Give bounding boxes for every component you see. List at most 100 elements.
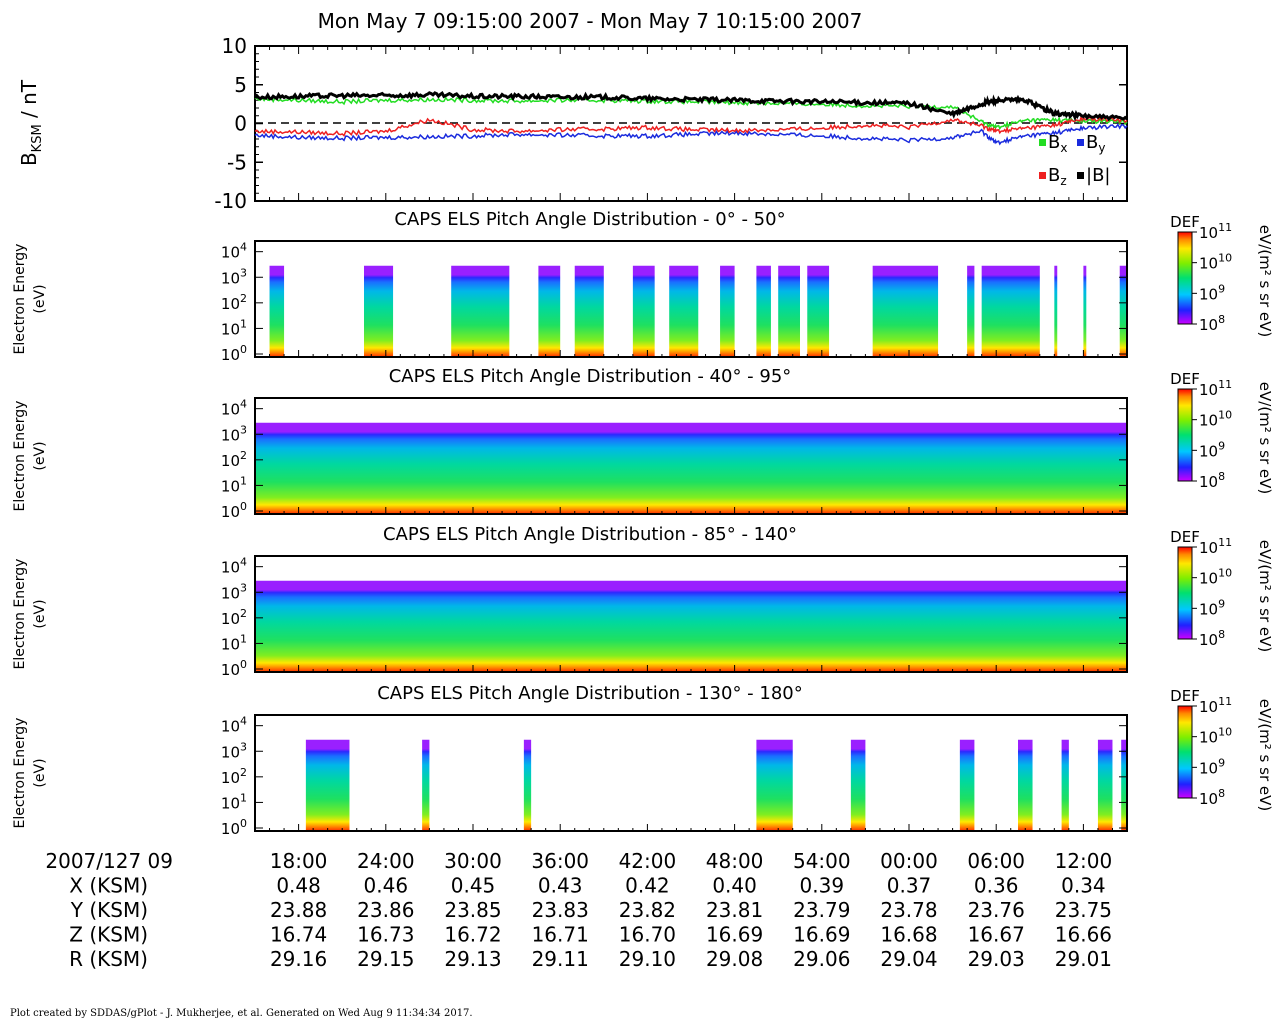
spectrogram-frame [254, 714, 1128, 832]
energy-tick-exp: 4 [240, 398, 247, 411]
mag-series-group [253, 91, 1128, 146]
ephemeris-cell: 23.81 [706, 898, 763, 922]
energy-tick-label: 101 [221, 791, 247, 812]
colorbar-tick-label: 108 [1199, 313, 1225, 334]
energy-tick-exp: 2 [240, 292, 247, 305]
spectrogram-data-block [1119, 265, 1127, 357]
spectrogram-data-block [1061, 739, 1069, 831]
spectrogram-data-block [720, 265, 735, 357]
spectrogram-title: CAPS ELS Pitch Angle Distribution - 40° … [389, 366, 792, 387]
legend-label-btot: |B| [1086, 165, 1110, 186]
ephemeris-cell: 30:00 [444, 849, 502, 873]
mag-y-tick-label: -10 [214, 189, 247, 213]
energy-axis-label-line1: Electron Energy [12, 718, 28, 829]
spectrogram-data-block [1121, 739, 1127, 831]
colorbar-tick-base: 10 [1199, 224, 1218, 242]
colorbar-tick-label: 108 [1199, 628, 1225, 649]
energy-tick-exp: 3 [240, 740, 247, 753]
energy-tick-label: 104 [221, 556, 247, 577]
ephemeris-cell: 42:00 [619, 849, 677, 873]
colorbar-tick-label: 108 [1199, 787, 1225, 808]
energy-tick-label: 100 [221, 658, 247, 679]
colorbar-tick-exp: 9 [1218, 597, 1225, 610]
mag-y-tick-label: 0 [234, 112, 247, 136]
energy-tick-base: 10 [221, 559, 240, 577]
spectrogram-data-block [669, 265, 699, 357]
energy-axis-label: Electron Energy (eV) [12, 718, 48, 829]
energy-axis-label: Electron Energy (eV) [12, 244, 48, 355]
colorbar-label: DEF [1170, 213, 1200, 231]
ephemeris-cell: 24:00 [357, 849, 415, 873]
ephemeris-cell: 0.39 [800, 874, 845, 898]
energy-tick-base: 10 [221, 320, 240, 338]
colorbar-tick-label: 1011 [1199, 378, 1232, 399]
energy-tick-label: 102 [221, 607, 247, 628]
spectrogram-data-block [850, 739, 866, 831]
ephemeris-cell: 23.83 [532, 898, 589, 922]
energy-axis-label-line1: Electron Energy [12, 559, 28, 670]
energy-tick-exp: 4 [240, 556, 247, 569]
ephemeris-cell: 29.15 [357, 947, 414, 971]
energy-tick-exp: 1 [240, 791, 247, 804]
ephemeris-cell: 29.16 [270, 947, 327, 971]
colorbar-tick-exp: 8 [1218, 313, 1225, 326]
energy-tick-label: 102 [221, 449, 247, 470]
spectrogram-data-block [1083, 265, 1087, 357]
energy-tick-label: 102 [221, 766, 247, 787]
colorbar-label: DEF [1170, 528, 1200, 546]
energy-tick-exp: 4 [240, 241, 247, 254]
colorbar-tick-exp: 11 [1218, 695, 1232, 708]
ephemeris-cell: 29.01 [1055, 947, 1112, 971]
ephemeris-cell: 23.86 [357, 898, 414, 922]
energy-tick-base: 10 [221, 743, 240, 761]
spectrogram-data-block [981, 265, 1040, 357]
colorbar-tick-label: 1011 [1199, 536, 1232, 557]
spectrogram-panel-2: CAPS ELS Pitch Angle Distribution - 40° … [12, 366, 1274, 521]
colorbar-tick-exp: 11 [1218, 221, 1232, 234]
colorbar-tick-exp: 11 [1218, 536, 1232, 549]
colorbar-tick-base: 10 [1199, 539, 1218, 557]
colorbar-tick-base: 10 [1199, 600, 1218, 618]
colorbar-unit: eV/(m² s sr eV) [1256, 699, 1274, 811]
energy-tick-base: 10 [221, 426, 240, 444]
ephemeris-cell: 23.79 [793, 898, 850, 922]
ephemeris-cell: 16.72 [444, 923, 501, 947]
ephemeris-row-label: R (KSM) [69, 947, 148, 971]
colorbar-tick-label: 1011 [1199, 695, 1232, 716]
colorbar-tick-base: 10 [1199, 698, 1218, 716]
energy-tick-base: 10 [221, 661, 240, 679]
colorbar-tick-label: 1010 [1199, 567, 1232, 588]
ephemeris-cell: 54:00 [793, 849, 851, 873]
colorbar-tick-exp: 10 [1218, 252, 1232, 265]
colorbar-tick-label: 109 [1199, 282, 1225, 303]
legend-main-bx: B [1048, 132, 1060, 153]
colorbar-tick-base: 10 [1199, 570, 1218, 588]
energy-tick-base: 10 [221, 503, 240, 521]
ephemeris-cell: 29.08 [706, 947, 763, 971]
mag-y-axis-label: BKSM / nT [17, 79, 45, 166]
energy-tick-exp: 0 [240, 817, 247, 830]
colorbar-tick-label: 1010 [1199, 409, 1232, 430]
colorbar-unit: eV/(m² s sr eV) [1256, 540, 1274, 652]
spectrogram-data-block [269, 265, 285, 357]
colorbar-tick-base: 10 [1199, 473, 1218, 491]
energy-tick-base: 10 [221, 794, 240, 812]
energy-tick-label: 102 [221, 292, 247, 313]
ephemeris-cell: 18:00 [270, 849, 328, 873]
energy-tick-base: 10 [221, 635, 240, 653]
ephemeris-cell: 00:00 [880, 849, 938, 873]
spectrogram-panel-1: CAPS ELS Pitch Angle Distribution - 0° -… [12, 209, 1274, 364]
energy-axis-label-line2: (eV) [32, 284, 48, 313]
energy-axis-label-line1: Electron Energy [12, 401, 28, 512]
mag-ylabel-main: B [17, 152, 41, 166]
ephemeris-cell: 29.11 [532, 947, 589, 971]
energy-tick-label: 100 [221, 817, 247, 838]
footer-credit: Plot created by SDDAS/gPlot - J. Mukherj… [10, 1008, 473, 1019]
energy-tick-base: 10 [221, 769, 240, 787]
spectrogram-panel-3: CAPS ELS Pitch Angle Distribution - 85° … [12, 524, 1274, 679]
series-by-line [254, 123, 1128, 146]
energy-axis-label-line2: (eV) [32, 441, 48, 470]
energy-tick-base: 10 [221, 452, 240, 470]
